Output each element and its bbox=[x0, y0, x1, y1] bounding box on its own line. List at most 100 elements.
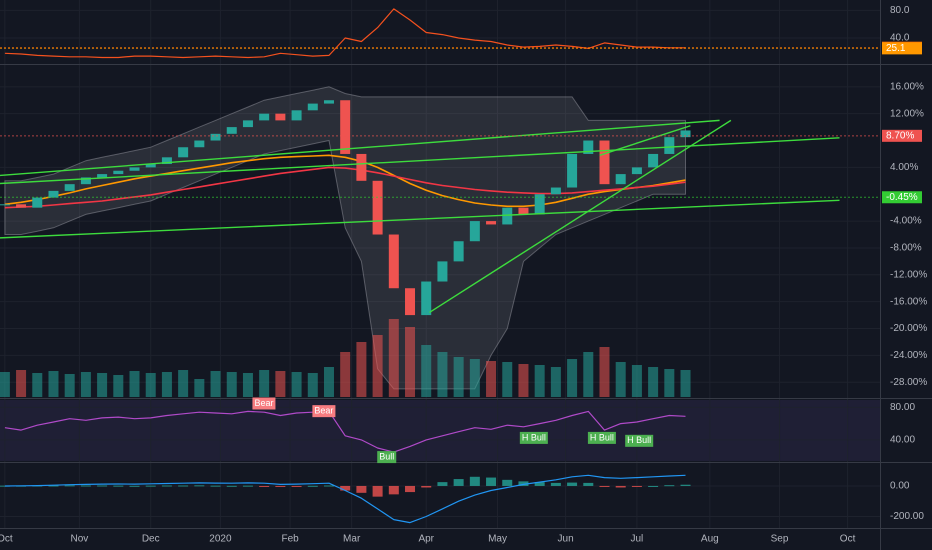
histogram-bar bbox=[323, 485, 334, 487]
signal-text: Bear bbox=[254, 398, 273, 408]
histogram-bar bbox=[534, 482, 545, 486]
trend-line bbox=[599, 125, 691, 156]
signal-label: Bear bbox=[252, 397, 276, 410]
trend-line bbox=[0, 137, 840, 185]
candle bbox=[178, 147, 189, 158]
price-badge bbox=[882, 129, 922, 142]
candle bbox=[64, 184, 75, 191]
histogram-bar bbox=[388, 485, 399, 495]
volume-bar bbox=[469, 359, 480, 397]
candle bbox=[307, 103, 318, 111]
time-label: Mar bbox=[343, 534, 361, 545]
signal-box bbox=[587, 431, 616, 444]
histogram-bar bbox=[421, 485, 432, 488]
histogram-bar bbox=[340, 485, 351, 491]
histogram-bar bbox=[615, 485, 626, 488]
volume-bar bbox=[48, 371, 59, 397]
y-tick-label: 16.00% bbox=[890, 81, 924, 92]
volume-bar bbox=[340, 352, 351, 397]
time-label: Aug bbox=[701, 534, 719, 545]
y-tick-label: -12.00% bbox=[890, 269, 927, 280]
histogram-bar bbox=[242, 485, 253, 487]
price-badge bbox=[882, 191, 922, 204]
y-tick-label: -24.00% bbox=[890, 350, 927, 361]
signal-text: Bear bbox=[314, 406, 333, 416]
candle bbox=[631, 167, 642, 175]
histogram-bar bbox=[486, 477, 497, 486]
indicator-line bbox=[4, 8, 686, 59]
volume-bar bbox=[631, 365, 642, 397]
candle bbox=[291, 110, 302, 121]
volume-bar bbox=[486, 361, 497, 397]
signal-text: H Bull bbox=[627, 435, 651, 445]
volume-bar bbox=[307, 373, 318, 397]
time-label: May bbox=[488, 534, 507, 545]
volume-bar bbox=[599, 347, 610, 397]
volume-bar bbox=[259, 370, 270, 397]
histogram-bar bbox=[567, 482, 578, 486]
candle bbox=[518, 207, 529, 215]
signal-box bbox=[252, 397, 276, 410]
y-tick-label: -4.00% bbox=[890, 216, 922, 227]
signal-label: H Bull bbox=[625, 434, 654, 447]
signal-box bbox=[377, 451, 397, 464]
histogram-bar bbox=[469, 476, 480, 486]
volume-bar bbox=[226, 372, 237, 397]
candle bbox=[534, 194, 545, 215]
volume-bar bbox=[550, 367, 561, 397]
time-label: Oct bbox=[840, 534, 856, 545]
histogram-bar bbox=[97, 485, 108, 487]
volume-bar bbox=[664, 369, 675, 397]
candle bbox=[615, 174, 626, 185]
candle bbox=[340, 100, 351, 154]
y-tick-label: 4.00% bbox=[890, 162, 918, 173]
volume-bar bbox=[421, 345, 432, 397]
time-label: Jun bbox=[558, 534, 574, 545]
signal-box bbox=[625, 434, 654, 447]
histogram-bar bbox=[648, 485, 659, 487]
candle bbox=[275, 113, 286, 121]
y-tick-label: 40.0 bbox=[890, 33, 910, 44]
candle bbox=[97, 174, 108, 178]
candle bbox=[599, 140, 610, 185]
histogram-bar bbox=[583, 482, 594, 486]
price-badge-label: -0.45% bbox=[886, 192, 918, 203]
signal-label: Bear bbox=[312, 405, 336, 418]
volume-bar bbox=[291, 372, 302, 397]
candle bbox=[259, 113, 270, 121]
volume-bar bbox=[0, 372, 10, 397]
volume-bar bbox=[567, 359, 578, 397]
histogram-bar bbox=[64, 485, 75, 487]
time-label: Apr bbox=[418, 534, 434, 545]
time-label: Dec bbox=[142, 534, 160, 545]
volume-bar bbox=[242, 373, 253, 397]
trend-line bbox=[0, 199, 840, 239]
histogram-bar bbox=[680, 484, 691, 486]
volume-bar bbox=[680, 370, 691, 397]
candle bbox=[161, 157, 172, 165]
volume-bar bbox=[372, 335, 383, 397]
price-badge-label: 25.1 bbox=[886, 43, 906, 54]
volume-bar bbox=[323, 367, 334, 397]
histogram-bar bbox=[194, 485, 205, 487]
time-label: Nov bbox=[71, 534, 89, 545]
candle bbox=[16, 204, 27, 208]
candle bbox=[356, 153, 367, 181]
y-tick-label: 80.0 bbox=[890, 5, 910, 16]
candle bbox=[421, 281, 432, 316]
volume-bar bbox=[518, 364, 529, 397]
y-tick-label: -200.00 bbox=[890, 511, 924, 522]
time-label: Sep bbox=[771, 534, 789, 545]
candle bbox=[0, 204, 10, 206]
volume-bar bbox=[405, 327, 416, 397]
volume-bar bbox=[113, 375, 124, 397]
histogram-bar bbox=[307, 485, 318, 487]
moving-average bbox=[4, 154, 686, 208]
candle bbox=[502, 207, 513, 225]
time-label: Jul bbox=[631, 534, 644, 545]
histogram-bar bbox=[113, 485, 124, 487]
candle bbox=[323, 100, 334, 104]
signal-label: Bull bbox=[377, 451, 397, 464]
candle bbox=[145, 164, 156, 168]
y-tick-label: -28.00% bbox=[890, 377, 927, 388]
